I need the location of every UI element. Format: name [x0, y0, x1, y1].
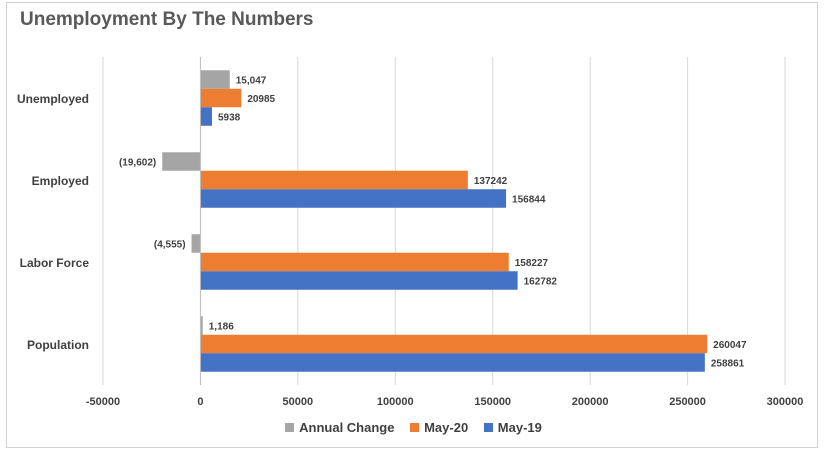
data-label: 260047: [713, 340, 747, 351]
bar: [191, 234, 201, 253]
data-label: 15,047: [236, 76, 267, 87]
bar: [200, 316, 203, 335]
x-tick-label: 300000: [767, 396, 804, 408]
bar: [200, 170, 468, 190]
legend-label-may-20: May-20: [424, 420, 469, 435]
y-category-label: Labor Force: [20, 256, 90, 270]
x-tick-label: 250000: [669, 396, 706, 408]
legend-swatch-may-20: [410, 423, 420, 432]
data-label: 158227: [515, 258, 549, 269]
data-label: (19,602): [119, 158, 156, 169]
x-tick-label: 100000: [377, 396, 414, 408]
legend-item-may-20: May-20: [410, 420, 468, 435]
bar: [200, 252, 509, 272]
legend-swatch-may-19: [483, 423, 493, 432]
legend-item-annual-change: Annual Change: [285, 420, 394, 435]
data-label: 1,186: [209, 322, 234, 333]
bar: [200, 70, 230, 89]
x-tick-label: 150000: [474, 396, 511, 408]
legend-item-may-19: May-19: [483, 420, 542, 435]
data-label: 162782: [524, 277, 558, 288]
data-label: 20985: [247, 94, 275, 105]
bar: [200, 107, 212, 126]
data-label: (4,555): [154, 240, 186, 251]
bar: [200, 353, 705, 372]
legend: Annual Change May-20 May-19: [0, 420, 827, 435]
y-category-label: Unemployed: [17, 92, 89, 106]
legend-swatch-annual-change: [285, 423, 295, 432]
bar: [200, 88, 242, 108]
data-label: 156844: [512, 195, 546, 206]
bar: [200, 189, 507, 208]
x-tick-label: 50000: [283, 396, 314, 408]
data-label: 258861: [711, 359, 745, 370]
x-tick-label: 200000: [572, 396, 609, 408]
bar: [162, 152, 201, 171]
y-category-label: Population: [27, 338, 89, 352]
chart-frame: [6, 2, 818, 448]
data-label: 137242: [474, 176, 508, 187]
y-category-label: Employed: [32, 174, 89, 188]
x-tick-label: -50000: [86, 396, 120, 408]
legend-label-annual-change: Annual Change: [299, 420, 395, 435]
bar: [200, 271, 518, 290]
chart-title: Unemployment By The Numbers: [20, 9, 314, 30]
x-tick-label: 0: [197, 396, 203, 408]
data-label: 5938: [218, 113, 241, 124]
bar: [200, 334, 708, 354]
legend-label-may-19: May-19: [497, 420, 542, 435]
